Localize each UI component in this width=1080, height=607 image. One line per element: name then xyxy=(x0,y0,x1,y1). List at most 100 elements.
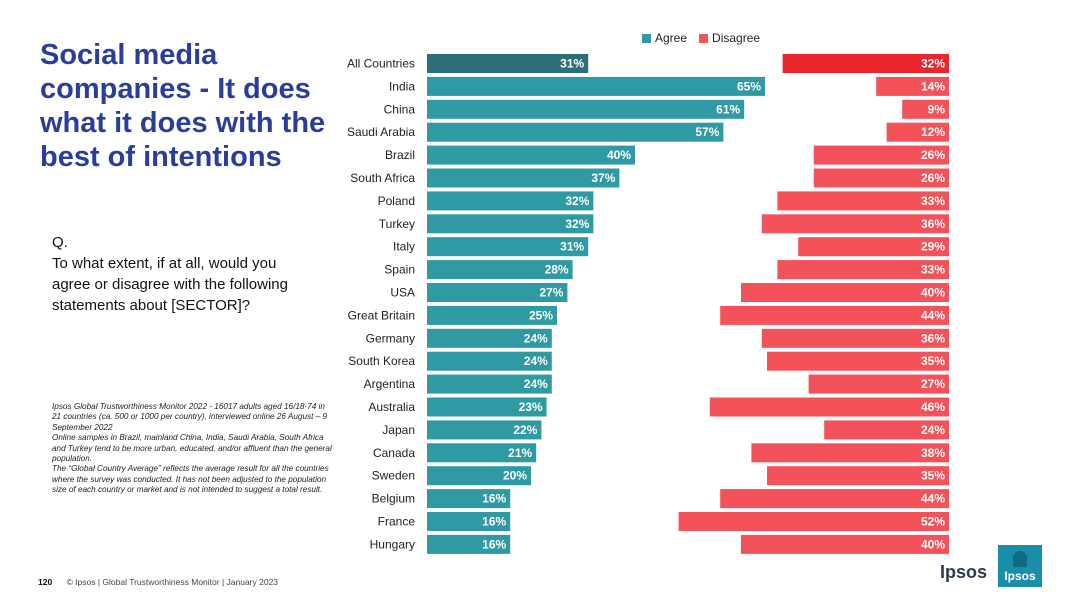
disagree-bar xyxy=(886,122,949,142)
question-text: To what extent, if at all, would you agr… xyxy=(52,255,288,314)
agree-bar xyxy=(427,397,547,417)
disagree-value-label: 32% xyxy=(921,57,945,71)
footer-text: © Ipsos | Global Trustworthiness Monitor… xyxy=(66,577,279,587)
agree-bar xyxy=(427,374,552,394)
category-label: China xyxy=(384,102,416,116)
agree-value-label: 40% xyxy=(607,148,631,162)
logo-box-text: Ipsos xyxy=(1004,569,1036,583)
disagree-value-label: 29% xyxy=(921,240,945,254)
agree-bar xyxy=(427,534,511,554)
agree-value-label: 16% xyxy=(482,537,506,551)
disagree-value-label: 40% xyxy=(921,537,945,551)
disagree-value-label: 40% xyxy=(921,286,945,300)
ipsos-logo: Ipsos xyxy=(998,545,1042,587)
disagree-value-label: 9% xyxy=(928,102,946,116)
agree-value-label: 61% xyxy=(716,102,740,116)
disagree-value-label: 52% xyxy=(921,515,945,529)
footnote-line: Ipsos Global Trustworthiness Monitor 202… xyxy=(52,402,328,432)
disagree-value-label: 44% xyxy=(921,308,945,322)
category-label: France xyxy=(378,515,416,529)
category-label: USA xyxy=(390,286,415,300)
disagree-bar xyxy=(761,328,949,348)
disagree-bar xyxy=(813,168,949,188)
category-label: Canada xyxy=(373,446,415,460)
category-label: Great Britain xyxy=(348,308,415,322)
methodology-footnote: Ipsos Global Trustworthiness Monitor 202… xyxy=(52,402,332,496)
category-label: Poland xyxy=(378,194,415,208)
category-label: Saudi Arabia xyxy=(347,125,415,139)
legend-item-disagree: Disagree xyxy=(699,31,760,45)
disagree-bar xyxy=(741,534,949,554)
agree-bar xyxy=(427,489,511,509)
disagree-value-label: 14% xyxy=(921,79,945,93)
disagree-value-label: 12% xyxy=(921,125,945,139)
legend-item-agree: Agree xyxy=(642,31,687,45)
disagree-value-label: 46% xyxy=(921,400,945,414)
disagree-bar xyxy=(709,397,949,417)
agree-bar xyxy=(427,420,542,440)
disagree-bar xyxy=(767,351,949,371)
legend-label-disagree: Disagree xyxy=(712,31,761,45)
disagree-bar xyxy=(777,191,949,211)
agree-bar xyxy=(427,328,552,348)
disagree-value-label: 33% xyxy=(921,194,945,208)
agree-value-label: 22% xyxy=(513,423,537,437)
category-label: All Countries xyxy=(347,57,415,71)
disagree-bar xyxy=(824,420,949,440)
disagree-bar xyxy=(798,237,949,257)
agree-value-label: 31% xyxy=(560,240,584,254)
disagree-bar xyxy=(761,214,949,234)
category-label: Australia xyxy=(368,400,415,414)
page-number: 120 xyxy=(38,577,53,587)
agree-bar xyxy=(427,191,594,211)
category-label: Brazil xyxy=(385,148,415,162)
footnote-line: Online samples in Brazil, mainland China… xyxy=(52,433,332,464)
agree-value-label: 31% xyxy=(560,57,584,71)
disagree-bar xyxy=(720,305,949,325)
category-label: Argentina xyxy=(364,377,416,391)
disagree-value-label: 26% xyxy=(921,171,945,185)
disagree-bar xyxy=(902,99,949,119)
disagree-value-label: 36% xyxy=(921,331,945,345)
disagree-value-label: 33% xyxy=(921,263,945,277)
disagree-bar xyxy=(741,283,949,302)
category-label: South Korea xyxy=(348,354,415,368)
agree-bar xyxy=(427,99,745,119)
agree-bar xyxy=(427,76,765,96)
disagree-bar xyxy=(720,489,949,509)
survey-question: Q. To what extent, if at all, would you … xyxy=(52,232,292,316)
agree-bar xyxy=(427,305,557,325)
agree-bar xyxy=(427,122,724,142)
disagree-value-label: 35% xyxy=(921,469,945,483)
agree-bar xyxy=(427,351,552,371)
disagree-bar xyxy=(813,145,949,165)
agree-value-label: 23% xyxy=(519,400,543,414)
agree-value-label: 24% xyxy=(524,377,548,391)
agree-value-label: 27% xyxy=(539,286,563,300)
agree-bar xyxy=(427,54,589,73)
disagree-value-label: 35% xyxy=(921,354,945,368)
agree-value-label: 37% xyxy=(591,171,615,185)
disagree-bar xyxy=(678,512,949,531)
footnote-line: The “Global Country Average” reflects th… xyxy=(52,464,329,495)
legend-swatch-agree xyxy=(642,33,651,43)
category-label: South Africa xyxy=(350,171,415,185)
agree-bar xyxy=(427,283,568,302)
agree-value-label: 57% xyxy=(695,125,719,139)
disagree-value-label: 44% xyxy=(921,492,945,506)
disagree-value-label: 36% xyxy=(921,217,945,231)
agree-bar xyxy=(427,260,573,280)
disagree-value-label: 26% xyxy=(921,148,945,162)
agree-bar xyxy=(427,168,620,188)
agree-value-label: 32% xyxy=(565,194,589,208)
agree-value-label: 16% xyxy=(482,515,506,529)
disagree-bar xyxy=(876,76,949,96)
ipsos-wordmark: Ipsos xyxy=(940,562,988,582)
agree-value-label: 65% xyxy=(737,79,761,93)
disagree-bar xyxy=(751,443,949,463)
chart-legend: Agree Disagree xyxy=(642,31,766,45)
disagree-bar xyxy=(808,374,949,394)
category-label: Japan xyxy=(382,423,415,437)
agree-value-label: 16% xyxy=(482,492,506,506)
agree-value-label: 28% xyxy=(545,263,569,277)
